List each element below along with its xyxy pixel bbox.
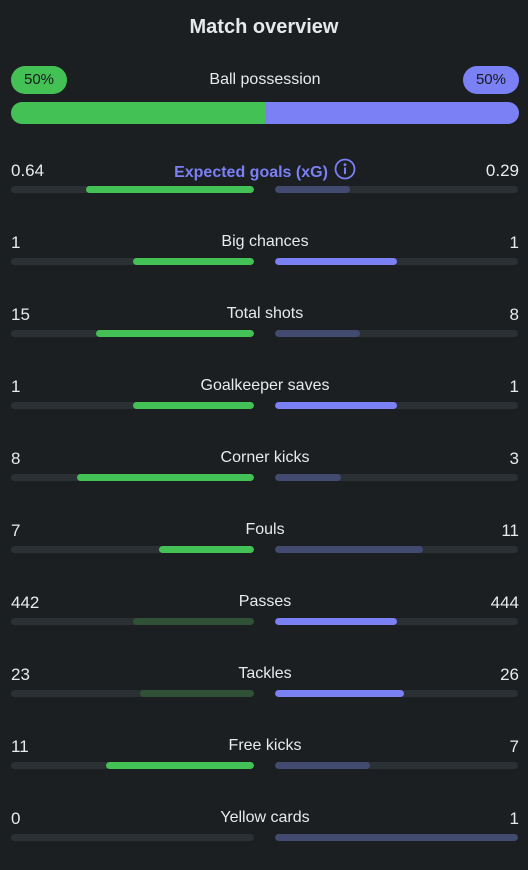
home-bar-fill bbox=[132, 402, 254, 409]
home-bar-track bbox=[11, 402, 254, 409]
home-bar-track bbox=[11, 762, 254, 769]
home-value: 1 bbox=[11, 377, 21, 396]
stat-label: Big chances bbox=[11, 233, 519, 251]
home-bar-fill bbox=[76, 474, 254, 481]
stat-row: 11 Free kicks 7 bbox=[11, 737, 519, 777]
away-bar-track bbox=[275, 762, 518, 769]
stat-row: 0 Yellow cards 1 bbox=[11, 809, 519, 849]
stat-label-text: Fouls bbox=[245, 521, 285, 538]
stat-label-text: Total shots bbox=[226, 305, 304, 322]
away-bar-track bbox=[275, 474, 518, 481]
away-value: 7 bbox=[509, 737, 519, 756]
stat-row: 1 Big chances 1 bbox=[11, 233, 519, 273]
stat-label: Yellow cards bbox=[11, 809, 519, 827]
away-bar-fill bbox=[275, 546, 424, 553]
home-bar-fill bbox=[132, 618, 254, 625]
away-value: 0.29 bbox=[485, 161, 519, 180]
stat-label-text: Goalkeeper saves bbox=[200, 377, 330, 394]
stat-label: Free kicks bbox=[11, 737, 519, 755]
away-bar-fill bbox=[275, 330, 361, 337]
stat-label-text: Corner kicks bbox=[220, 449, 310, 466]
stat-label[interactable]: Expected goals (xG) bbox=[11, 158, 519, 185]
away-bar-track bbox=[275, 330, 518, 337]
home-bar-fill bbox=[105, 762, 254, 769]
away-value: 444 bbox=[490, 593, 519, 612]
stat-label-text: Tackles bbox=[238, 665, 292, 682]
stat-row: 23 Tackles 26 bbox=[11, 665, 519, 705]
away-bar-fill bbox=[275, 402, 397, 409]
home-value: 0.64 bbox=[11, 161, 45, 180]
home-value: 1 bbox=[11, 233, 21, 252]
home-bar-track bbox=[11, 186, 254, 193]
away-bar-track bbox=[275, 186, 518, 193]
home-bar-fill bbox=[86, 186, 254, 193]
stat-label: Total shots bbox=[11, 305, 519, 323]
away-bar-fill bbox=[275, 762, 370, 769]
stat-row: 442 Passes 444 bbox=[11, 593, 519, 633]
home-value: 0 bbox=[11, 809, 21, 828]
home-bar-fill bbox=[132, 258, 254, 265]
away-bar-track bbox=[275, 618, 518, 625]
possession-header: 50% Ball possession 50% bbox=[11, 66, 519, 94]
stat-row: 1 Goalkeeper saves 1 bbox=[11, 377, 519, 417]
home-possession-badge: 50% bbox=[11, 66, 68, 94]
home-value: 23 bbox=[11, 665, 30, 684]
stat-label: Fouls bbox=[11, 521, 519, 539]
home-bar-track bbox=[11, 546, 254, 553]
stat-label-text: Expected goals (xG) bbox=[174, 164, 328, 182]
home-bar-track bbox=[11, 618, 254, 625]
info-icon[interactable] bbox=[334, 158, 356, 185]
away-value: 1 bbox=[509, 377, 519, 396]
home-bar-track bbox=[11, 474, 254, 481]
away-value: 1 bbox=[509, 809, 519, 828]
away-bar-fill bbox=[275, 834, 518, 841]
away-value: 11 bbox=[501, 521, 519, 540]
home-bar-track bbox=[11, 258, 254, 265]
home-value: 8 bbox=[11, 449, 21, 468]
stat-row: 8 Corner kicks 3 bbox=[11, 449, 519, 489]
home-bar-fill bbox=[139, 690, 254, 697]
away-bar-fill bbox=[275, 474, 341, 481]
stat-label-text: Yellow cards bbox=[220, 809, 310, 826]
away-bar-fill bbox=[275, 186, 351, 193]
away-value: 1 bbox=[509, 233, 519, 252]
home-bar-fill bbox=[96, 330, 254, 337]
home-value: 15 bbox=[11, 305, 30, 324]
possession-bar-away bbox=[265, 102, 519, 124]
possession-bar bbox=[11, 102, 519, 124]
away-bar-fill bbox=[275, 618, 397, 625]
away-bar-track bbox=[275, 690, 518, 697]
home-bar-fill bbox=[159, 546, 254, 553]
stat-label: Tackles bbox=[11, 665, 519, 683]
home-value: 442 bbox=[11, 593, 40, 612]
away-value: 26 bbox=[500, 665, 519, 684]
possession-label: Ball possession bbox=[209, 71, 321, 88]
away-bar-fill bbox=[275, 258, 397, 265]
stat-label: Passes bbox=[11, 593, 519, 611]
stat-row: 7 Fouls 11 bbox=[11, 521, 519, 561]
away-bar-track bbox=[275, 834, 518, 841]
stat-label: Goalkeeper saves bbox=[11, 377, 519, 395]
away-value: 8 bbox=[509, 305, 519, 324]
stat-label-text: Free kicks bbox=[228, 737, 302, 754]
away-bar-track bbox=[275, 546, 518, 553]
stat-row: 0.64 Expected goals (xG) 0.29 bbox=[11, 158, 519, 201]
possession-bar-home bbox=[11, 102, 265, 124]
away-possession-badge: 50% bbox=[462, 66, 519, 94]
away-bar-track bbox=[275, 402, 518, 409]
home-bar-track bbox=[11, 330, 254, 337]
home-bar-track bbox=[11, 690, 254, 697]
stat-row: 15 Total shots 8 bbox=[11, 305, 519, 345]
page-title: Match overview bbox=[189, 16, 339, 38]
stat-label: Corner kicks bbox=[11, 449, 519, 467]
away-value: 3 bbox=[509, 449, 519, 468]
away-bar-track bbox=[275, 258, 518, 265]
stat-label-text: Big chances bbox=[221, 233, 309, 250]
home-value: 7 bbox=[11, 521, 21, 540]
home-bar-track bbox=[11, 834, 254, 841]
home-value: 11 bbox=[11, 737, 29, 756]
away-bar-fill bbox=[275, 690, 404, 697]
stat-label-text: Passes bbox=[238, 593, 292, 610]
